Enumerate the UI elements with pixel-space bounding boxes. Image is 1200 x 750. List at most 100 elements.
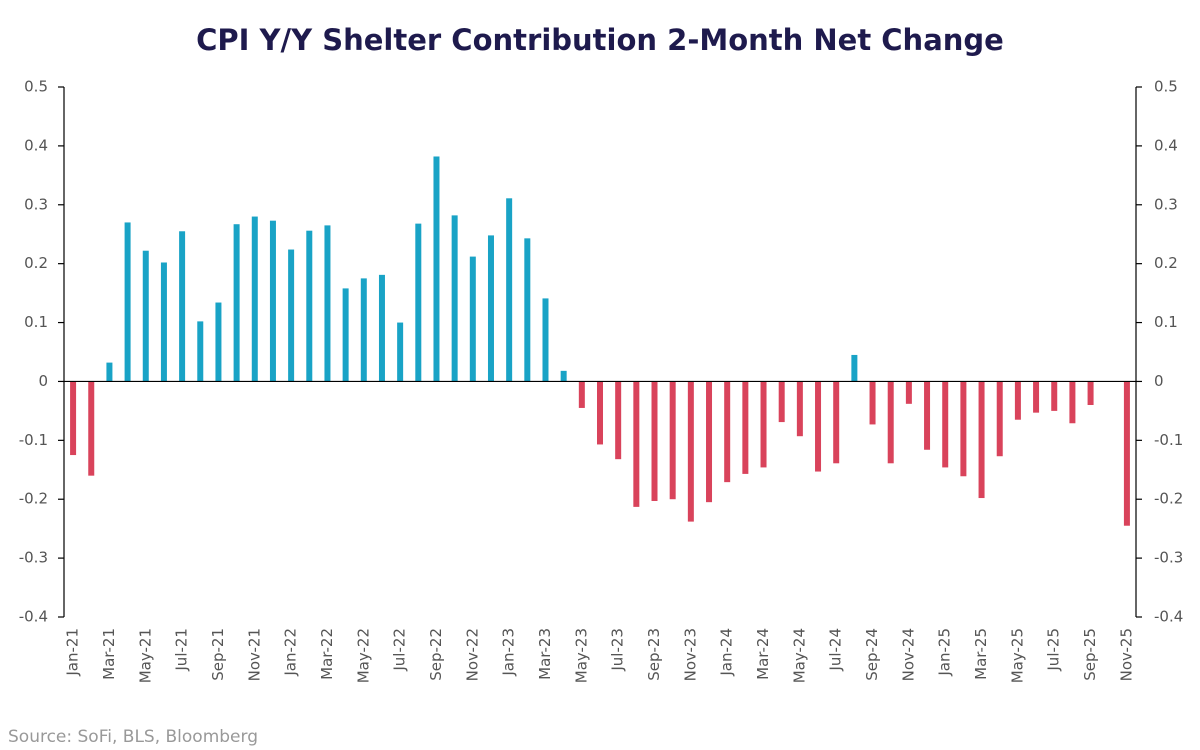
y-tick-label: 0.2 (24, 254, 48, 272)
bar (887, 381, 894, 464)
bar (506, 198, 513, 382)
y2-tick-label: 0.4 (1154, 136, 1178, 154)
x-tick-label: Sep-24 (863, 628, 881, 681)
bar (269, 220, 276, 382)
bar (397, 322, 404, 382)
bar (378, 274, 385, 382)
y2-tick-label: 0.2 (1154, 254, 1178, 272)
y-tick-label: -0.1 (19, 431, 48, 449)
x-tick-label: May-24 (790, 628, 808, 683)
y2-tick-label: -0.1 (1154, 431, 1183, 449)
bar (288, 249, 295, 382)
x-tick-label: Sep-22 (427, 628, 445, 681)
y-tick-label: -0.3 (19, 549, 48, 567)
x-tick-label: Jan-23 (500, 628, 518, 677)
bar (70, 381, 77, 456)
y2-tick-label: 0.1 (1154, 313, 1178, 331)
x-tick-label: May-21 (136, 628, 154, 683)
bar (469, 256, 476, 382)
x-tick-label: Jul-25 (1045, 628, 1063, 672)
bar (1051, 381, 1058, 411)
y2-tick-label: 0 (1154, 372, 1164, 390)
bar (669, 381, 676, 500)
x-tick-label: Nov-23 (681, 628, 699, 681)
bar (833, 381, 840, 464)
x-tick-label: Nov-25 (1117, 628, 1135, 681)
y2-tick-label: -0.2 (1154, 490, 1183, 508)
bar (542, 298, 549, 382)
bar (815, 381, 822, 472)
bar (524, 238, 531, 382)
bar (578, 381, 585, 408)
source: Source: SoFi, BLS, Bloomberg (8, 727, 258, 747)
x-tick-label: Mar-25 (972, 628, 990, 680)
bar (487, 235, 494, 382)
y2-tick-label: 0.5 (1154, 78, 1178, 96)
y2-tick-label: 0.3 (1154, 195, 1178, 213)
bar (160, 262, 167, 382)
x-tick-label: Jan-25 (936, 628, 954, 677)
y-tick-label: 0.4 (24, 136, 48, 154)
bar (869, 381, 876, 425)
bar (1087, 381, 1094, 405)
y-tick-label: -0.2 (19, 490, 48, 508)
bar (724, 381, 731, 483)
bar (179, 231, 186, 382)
bar (342, 288, 349, 382)
x-tick-label: May-25 (1008, 628, 1026, 683)
bar (924, 381, 931, 450)
x-tick-label: Jan-24 (718, 628, 736, 677)
bar (306, 230, 313, 382)
bar (796, 381, 803, 437)
bar (106, 362, 113, 382)
bar (360, 278, 367, 382)
bar (942, 381, 949, 468)
bar (996, 381, 1003, 457)
bar (88, 381, 95, 476)
bar (451, 215, 458, 382)
bar (978, 381, 985, 499)
x-tick-label: Jul-22 (391, 628, 409, 672)
x-tick-label: Jan-21 (64, 628, 82, 677)
x-tick-label: Mar-23 (536, 628, 554, 680)
y2-tick-label: -0.3 (1154, 549, 1183, 567)
bar (233, 224, 240, 382)
bar (960, 381, 967, 477)
bar (597, 381, 603, 445)
bar (851, 354, 858, 382)
bar (1123, 381, 1130, 526)
bar (760, 381, 767, 468)
bar (1014, 381, 1021, 420)
x-tick-label: Jul-23 (609, 628, 627, 672)
bar (633, 381, 640, 507)
x-tick-label: Mar-24 (754, 628, 772, 680)
x-tick-label: Sep-21 (209, 628, 227, 681)
bar (905, 381, 912, 404)
bar (415, 223, 422, 382)
x-tick-label: Jan-22 (282, 628, 300, 677)
bar (742, 381, 749, 474)
x-tick-label: Mar-21 (100, 628, 118, 680)
bar (778, 381, 785, 423)
y-tick-label: 0.5 (24, 78, 48, 96)
y-tick-label: 0.3 (24, 195, 48, 213)
bar (251, 216, 258, 382)
y-tick-label: -0.4 (19, 608, 48, 626)
x-tick-label: Nov-24 (899, 628, 917, 681)
bar (433, 156, 440, 382)
x-tick-label: May-22 (354, 628, 372, 683)
chart-title: CPI Y/Y Shelter Contribution 2-Month Net… (196, 23, 1004, 57)
bar (142, 250, 149, 382)
x-tick-label: Jul-24 (827, 628, 845, 672)
x-tick-label: Jul-21 (173, 628, 191, 672)
x-tick-label: Sep-23 (645, 628, 663, 681)
y-tick-label: 0.1 (24, 313, 48, 331)
bar (124, 222, 131, 382)
bar (197, 321, 204, 382)
x-tick-label: Nov-21 (245, 628, 263, 681)
x-tick-label: Mar-22 (318, 628, 336, 680)
bar (687, 381, 694, 522)
x-tick-label: May-23 (572, 628, 590, 683)
bar (706, 381, 713, 503)
